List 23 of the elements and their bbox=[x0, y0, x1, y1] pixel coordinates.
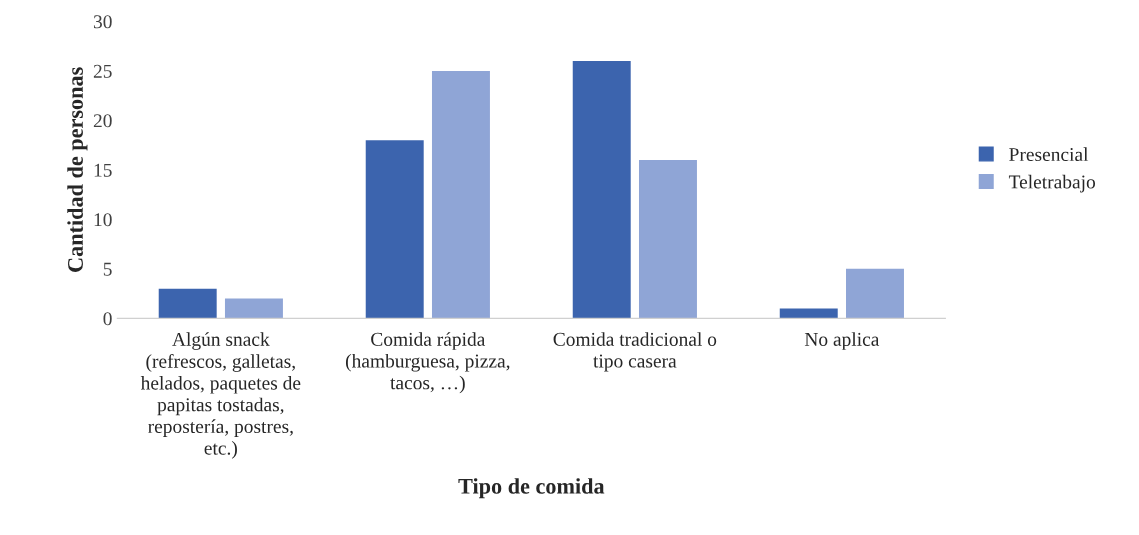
x-tick-label: No aplica bbox=[804, 332, 880, 350]
bar bbox=[572, 60, 631, 319]
x-tick-label: Comida rápida (hamburguesa, pizza, tacos, …) bbox=[345, 332, 510, 394]
y-tick-label: 30 bbox=[93, 15, 112, 29]
x-axis-title: Tipo de comida bbox=[458, 478, 605, 499]
y-tick-label: 15 bbox=[94, 163, 112, 177]
y-tick-label: 20 bbox=[93, 114, 112, 128]
legend-label: Teletrabajo bbox=[1008, 174, 1096, 193]
bar bbox=[431, 70, 490, 319]
bar bbox=[224, 298, 283, 319]
x-tick-label: Comida tradicional o tipo casera bbox=[553, 332, 717, 372]
y-tick-label: 10 bbox=[94, 213, 112, 227]
y-tick-label: 0 bbox=[103, 312, 112, 326]
y-tick-label: 5 bbox=[103, 262, 112, 276]
y-tick-label: 25 bbox=[93, 64, 112, 78]
bar bbox=[638, 159, 697, 319]
bar bbox=[365, 140, 424, 319]
x-tick-label: Algún snack (refrescos, galletas, helados, paquetes de papitas tostadas, repostería, postres, etc.) bbox=[140, 332, 301, 459]
y-axis-title: Cantidad de personas bbox=[67, 67, 88, 272]
bar bbox=[158, 288, 217, 319]
bar bbox=[779, 308, 838, 319]
bar bbox=[846, 268, 904, 319]
legend-label: Presencial bbox=[1009, 147, 1089, 162]
